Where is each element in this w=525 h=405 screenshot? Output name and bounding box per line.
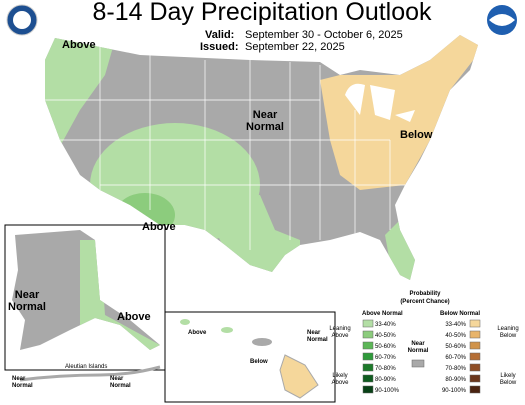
legend-swatch (469, 319, 481, 328)
region-label: Above (142, 221, 176, 233)
legend-note: Leaning Above (329, 326, 350, 339)
region-label: Near Normal (12, 376, 33, 389)
legend-title: Probability (Percent Chance) (400, 291, 449, 305)
title: 8-14 Day Precipitation Outlook (92, 0, 432, 26)
region-label: Aleutian Islands (65, 364, 107, 370)
legend-swatch (362, 363, 374, 372)
valid-dates: September 30 - October 6, 2025 (245, 29, 403, 41)
big-island (279, 354, 319, 399)
region-label: Near Normal (8, 289, 46, 313)
alaska-inset (4, 224, 166, 371)
legend-class-label: 90-100% (375, 388, 400, 394)
region-label: Near Normal (246, 109, 284, 133)
legend-swatch (362, 352, 374, 361)
legend-swatch (469, 330, 481, 339)
legend-class-label: 60-70% (445, 355, 466, 361)
legend-class-label: 50-60% (445, 344, 466, 350)
hawaii-inset (164, 311, 336, 403)
legend-class-label: 40-50% (375, 333, 396, 339)
legend-swatch (469, 374, 481, 383)
legend-note: Likely Below (500, 373, 517, 386)
legend-class-label: 70-80% (375, 366, 396, 372)
aleutian-chain (19, 365, 161, 382)
legend-class-label: 80-90% (445, 377, 466, 383)
legend-header: Below Normal (440, 311, 480, 317)
doc-logo-inner (13, 11, 31, 29)
legend-class-label: 33-40% (445, 322, 466, 328)
legend-class-label: 50-60% (375, 344, 396, 350)
legend-near-swatch (411, 359, 425, 368)
below-northeast (320, 35, 478, 190)
legend-swatch (469, 385, 481, 394)
legend-swatch (362, 341, 374, 350)
legend-class-label: 80-90% (375, 377, 396, 383)
legend-swatch (469, 341, 481, 350)
legend-class-label: 90-100% (442, 388, 467, 394)
oahu (221, 327, 233, 333)
issued-date: September 22, 2025 (245, 41, 345, 53)
region-label: Near Normal (307, 330, 328, 343)
legend-swatch (362, 319, 374, 328)
conus (45, 35, 478, 280)
legend-header: Above Normal (362, 311, 403, 317)
legend-class-label: 40-50% (445, 333, 466, 339)
legend-near: Near Normal (408, 341, 429, 354)
great-lakes (345, 83, 415, 122)
noaa-logo-bird (489, 14, 515, 26)
valid-label: Valid: (205, 29, 234, 41)
legend-note: Likely Above (331, 373, 349, 386)
region-label: Above (62, 39, 96, 51)
legend-swatch (362, 374, 374, 383)
legend-swatch (469, 352, 481, 361)
region-label: Below (400, 129, 433, 141)
legend-class-label: 70-80% (445, 366, 466, 372)
legend-class-label: 60-70% (375, 355, 396, 361)
legend-class-label: 33-40% (375, 322, 396, 328)
kauai (180, 319, 190, 325)
issued-label: Issued: (200, 41, 239, 53)
molokai-maui (252, 338, 272, 346)
legend-swatch (362, 385, 374, 394)
region-label: Below (250, 359, 268, 365)
region-label: Above (188, 330, 207, 336)
state-lines (45, 40, 405, 250)
region-label: Near Normal (110, 376, 131, 389)
legend-note: Leaning Below (497, 326, 518, 339)
legend-swatch (469, 363, 481, 372)
legend-swatch (362, 330, 374, 339)
region-label: Above (117, 311, 151, 323)
